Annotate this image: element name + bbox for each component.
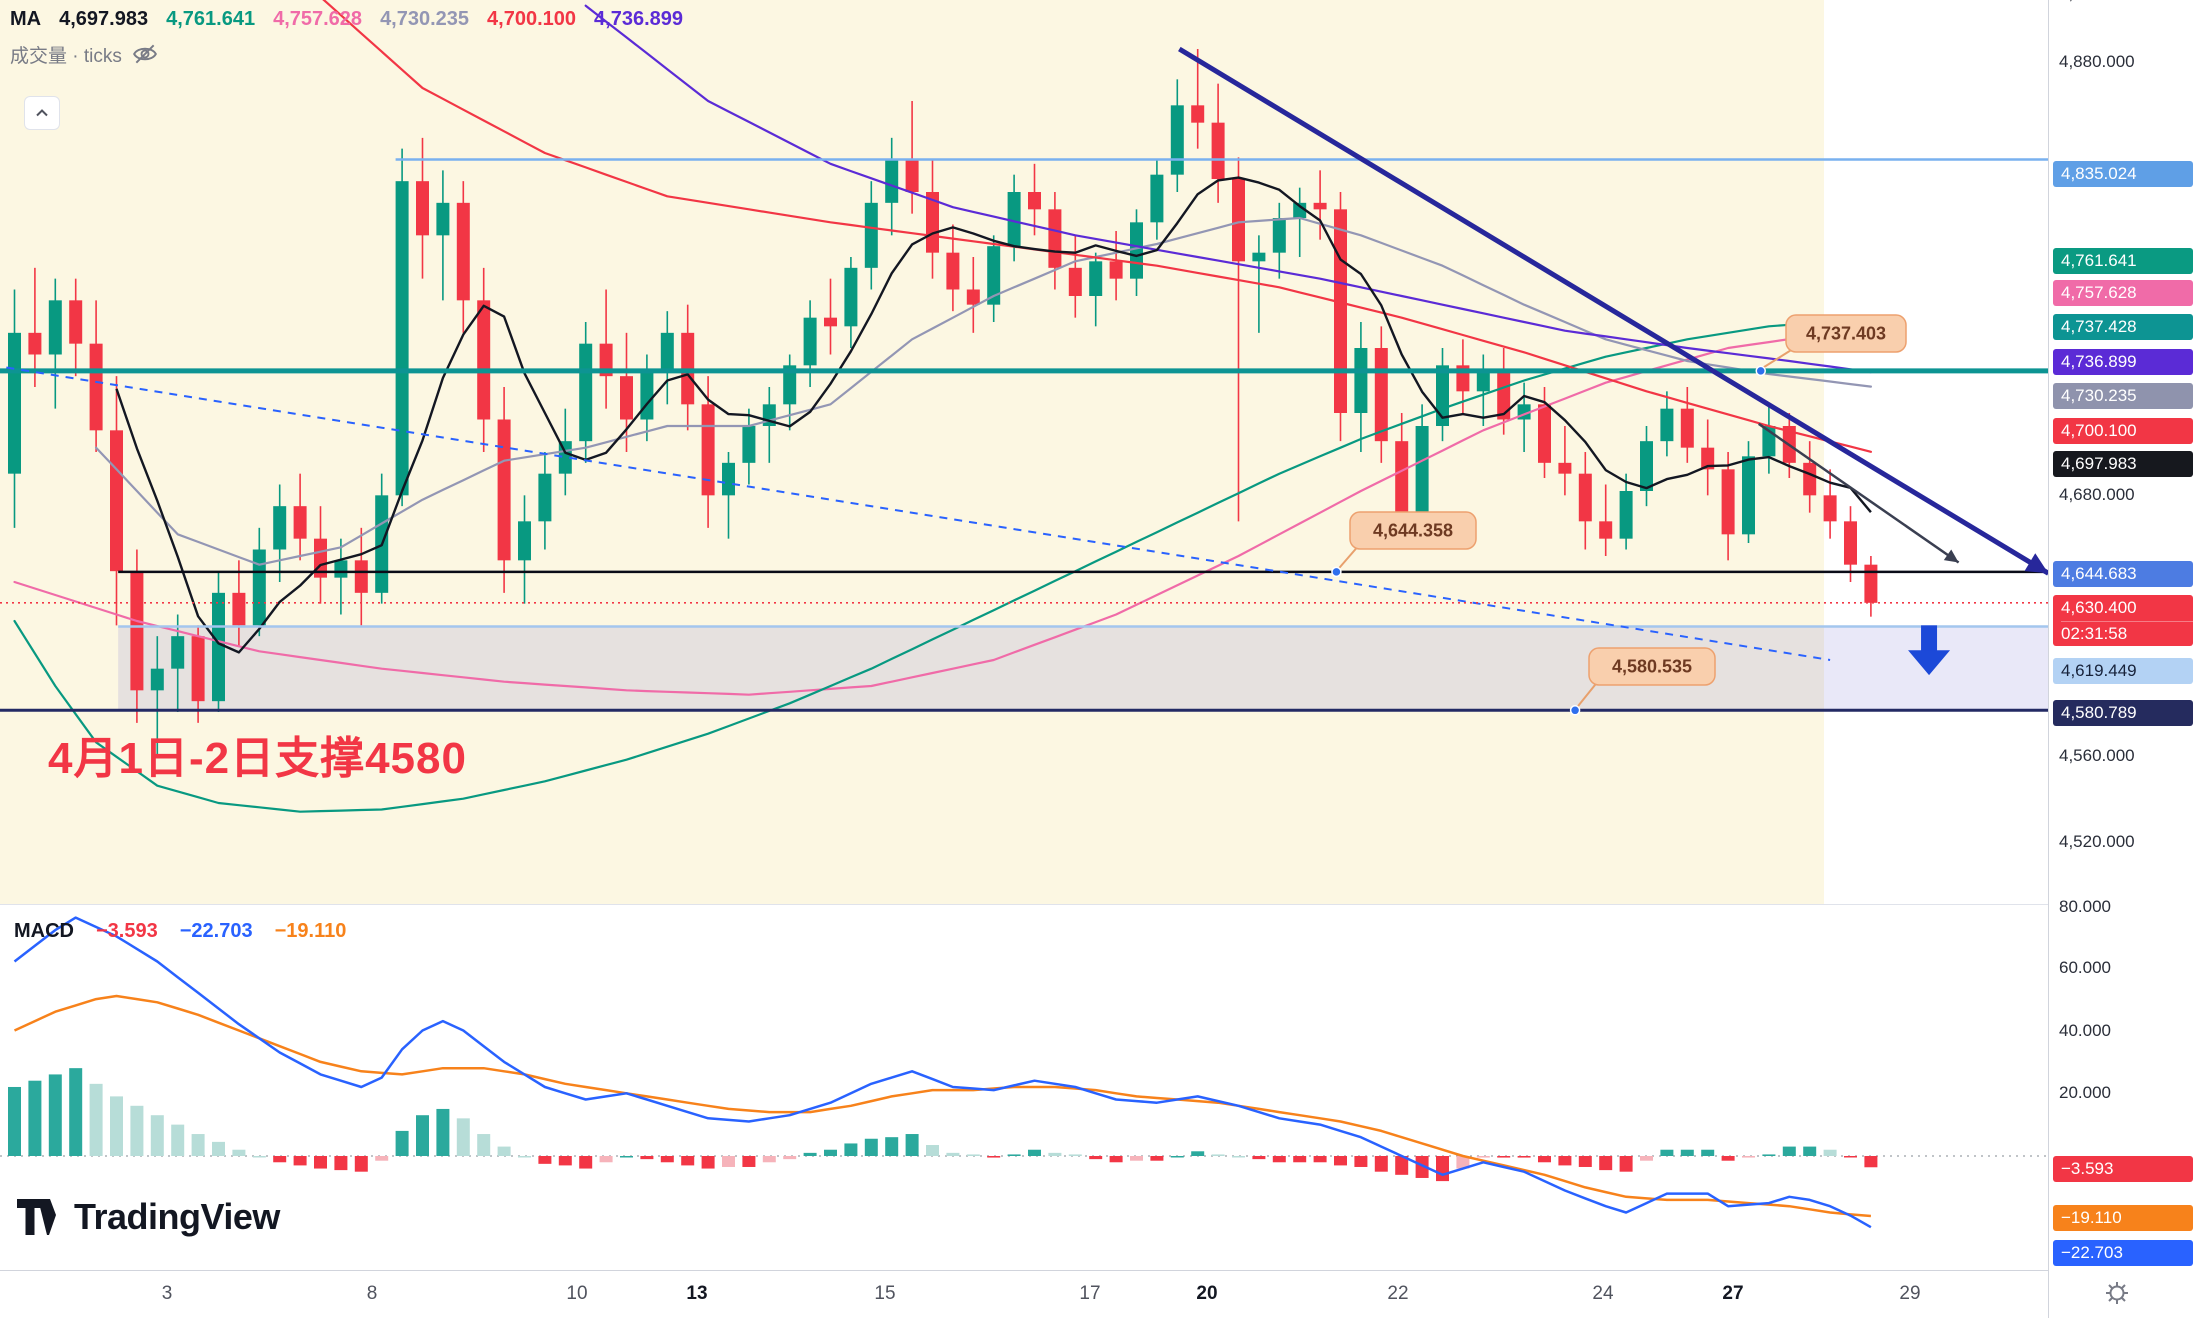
time-axis-label: 20 [1196,1283,1218,1304]
svg-text:4,580.535: 4,580.535 [1612,657,1692,677]
ma-value: 4,761.641 [166,7,256,30]
ma-indigo [584,4,1872,374]
macd-signal-line [13,994,1871,1218]
axis-price-tag[interactable]: 4,697.983 [2053,451,2193,477]
time-axis-label: 8 [366,1283,378,1304]
axis-price-tag[interactable]: 4,630.400 02:31:58 [2053,595,2193,646]
axis-tick-label: 60.000 [2059,958,2111,977]
axis-tick-label: 4,880.000 [2059,52,2135,71]
axis-tick-label: 20.000 [2059,1083,2111,1102]
axis-tick-label: 4,520.000 [2059,832,2135,851]
macd-line [13,916,1872,1229]
macd-legend-values: −3.593 −22.703 −19.110 [96,920,346,943]
axis-price-tag[interactable]: 4,757.628 [2053,280,2193,306]
anchor-point[interactable] [1755,365,1766,377]
pane-collapse-button[interactable] [24,96,60,130]
axis-tick-label: 80.000 [2059,897,2111,916]
tradingview-logo-icon [16,1197,62,1237]
axis-price-tag[interactable]: 4,761.641 [2053,248,2193,274]
price-callout[interactable] [1588,647,1716,686]
ma-value: 4,736.899 [594,7,684,30]
axis-price-tag[interactable]: 4,835.024 [2053,161,2193,187]
macd-value: −19.110 [274,920,347,942]
axis-price-tag[interactable]: −22.703 [2053,1240,2193,1266]
support-annotation-text[interactable]: 4月1日-2日支撑4580 [48,734,467,783]
dashed-trendline[interactable] [6,366,1831,661]
ma-legend-label: MA [10,7,42,30]
time-axis-label: 22 [1387,1283,1409,1304]
axis-price-tag[interactable]: 4,619.449 [2053,658,2193,684]
svg-text:4,737.403: 4,737.403 [1806,324,1886,344]
bar-countdown: 02:31:58 [2061,621,2193,646]
axis-price-tag[interactable]: 4,644.683 [2053,561,2193,587]
support-zone[interactable] [118,626,2048,711]
visibility-off-icon[interactable] [132,41,158,67]
macd-legend-label: MACD [14,920,74,942]
axis-price-tag[interactable]: 4,580.789 [2053,700,2193,726]
ma-legend-values: 4,697.983 4,761.641 4,757.628 4,730.235 4,70… [59,8,683,31]
ma-value: 4,700.100 [487,7,577,30]
volume-legend-label: 成交量 · ticks [10,45,122,67]
candles-layer [8,49,1878,756]
price-callout[interactable] [1349,511,1477,550]
price-callout[interactable] [1785,314,1907,353]
time-axis-label: 13 [686,1283,708,1304]
time-axis-label: 17 [1079,1283,1101,1304]
time-axis-label: 10 [566,1283,588,1304]
down-arrow-drawing[interactable] [1908,625,1951,676]
anchor-point[interactable] [1569,705,1581,716]
descending-trendline[interactable] [1178,46,2048,576]
axis-tick-label: 40.000 [2059,1021,2111,1040]
price-chart-canvas[interactable]: 4,737.403 4,644.358 4,580.535 [0,0,2048,905]
axis-price-tag[interactable]: 4,736.899 [2053,349,2193,375]
axis-price-tag[interactable]: 4,737.428 [2053,314,2193,340]
time-axis-label: 24 [1592,1283,1614,1304]
axis-settings-icon[interactable] [2104,1280,2130,1306]
macd-legend: MACD −3.593 −22.703 −19.110 [14,920,346,943]
axis-price-tag[interactable]: −3.593 [2053,1156,2193,1182]
macd-value: −3.593 [96,920,158,942]
time-axis-label: 27 [1722,1283,1744,1304]
macd-value: −22.703 [179,920,253,942]
svg-text:4,644.358: 4,644.358 [1373,521,1453,541]
axis-price-tag[interactable]: 4,700.100 [2053,418,2193,444]
axis-tick-label: 4,920.000 [2059,0,2135,5]
tradingview-wordmark: TradingView [74,1196,280,1237]
axis-tick-label: 4,680.000 [2059,485,2135,504]
time-axis-label: 3 [161,1283,173,1304]
price-axis[interactable]: 4,920.000 4,880.000 4,680.000 4,560.000 4,52… [2048,0,2196,1318]
time-axis[interactable]: 3 8 10 13 15 17 20 22 24 27 29 [0,1270,2048,1318]
projection-arrow[interactable] [1757,422,1960,564]
anchor-point[interactable] [1331,566,1342,578]
ma-black [115,176,1872,654]
ma-value: 4,757.628 [273,7,363,30]
time-axis-label: 15 [874,1283,896,1304]
tradingview-watermark[interactable]: TradingView [16,1196,280,1238]
axis-price-tag[interactable]: −19.110 [2053,1205,2193,1231]
legend: MA 4,697.983 4,761.641 4,757.628 4,730.235 4… [10,4,683,70]
ma-value: 4,697.983 [59,7,149,30]
ma-value: 4,730.235 [380,7,470,30]
ma-pink [13,326,1872,696]
macd-histogram [8,1068,1878,1182]
axis-price-tag[interactable]: 4,730.235 [2053,383,2193,409]
time-axis-label: 29 [1899,1283,1921,1304]
axis-tick-label: 4,560.000 [2059,746,2135,765]
macd-chart-canvas[interactable] [0,905,2048,1270]
pane-separator[interactable] [0,904,2196,905]
ma-red [322,0,1872,453]
